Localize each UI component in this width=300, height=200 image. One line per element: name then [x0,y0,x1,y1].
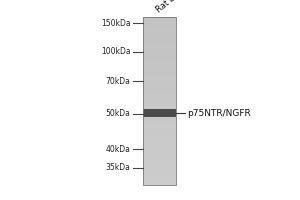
FancyBboxPatch shape [142,105,176,107]
FancyBboxPatch shape [142,86,176,88]
FancyBboxPatch shape [142,46,176,48]
FancyBboxPatch shape [142,128,176,130]
FancyBboxPatch shape [142,155,176,158]
FancyBboxPatch shape [142,130,176,132]
FancyBboxPatch shape [142,180,176,183]
FancyBboxPatch shape [142,78,176,80]
FancyBboxPatch shape [142,174,176,177]
Bar [142,109,176,117]
FancyBboxPatch shape [142,40,176,42]
FancyBboxPatch shape [142,17,176,19]
FancyBboxPatch shape [142,134,176,137]
FancyBboxPatch shape [142,101,176,103]
FancyBboxPatch shape [142,178,176,181]
FancyBboxPatch shape [142,38,176,40]
FancyBboxPatch shape [142,56,176,59]
FancyBboxPatch shape [142,172,176,174]
FancyBboxPatch shape [142,21,176,23]
FancyBboxPatch shape [142,92,176,95]
FancyBboxPatch shape [142,166,176,168]
FancyBboxPatch shape [142,33,176,36]
FancyBboxPatch shape [142,23,176,25]
FancyBboxPatch shape [142,138,176,141]
Text: 40kDa: 40kDa [106,144,130,154]
FancyBboxPatch shape [142,113,176,116]
Text: p75NTR/NGFR: p75NTR/NGFR [188,108,251,117]
FancyBboxPatch shape [142,162,176,164]
FancyBboxPatch shape [142,147,176,149]
FancyBboxPatch shape [142,69,176,72]
FancyBboxPatch shape [142,31,176,34]
FancyBboxPatch shape [142,136,176,139]
FancyBboxPatch shape [142,52,176,55]
FancyBboxPatch shape [142,65,176,67]
FancyBboxPatch shape [142,96,176,99]
FancyBboxPatch shape [142,119,176,122]
FancyBboxPatch shape [142,107,176,109]
FancyBboxPatch shape [142,54,176,57]
Text: 35kDa: 35kDa [106,164,130,172]
FancyBboxPatch shape [142,48,176,51]
FancyBboxPatch shape [142,27,176,30]
Text: Rat brain: Rat brain [155,0,190,15]
FancyBboxPatch shape [142,149,176,151]
FancyBboxPatch shape [142,132,176,135]
FancyBboxPatch shape [142,44,176,46]
FancyBboxPatch shape [142,115,176,118]
FancyBboxPatch shape [142,67,176,70]
FancyBboxPatch shape [142,80,176,82]
FancyBboxPatch shape [142,103,176,105]
FancyBboxPatch shape [142,176,176,179]
FancyBboxPatch shape [142,36,176,38]
Text: 100kDa: 100kDa [101,47,130,56]
FancyBboxPatch shape [142,90,176,93]
FancyBboxPatch shape [142,94,176,97]
FancyBboxPatch shape [142,157,176,160]
FancyBboxPatch shape [142,143,176,145]
FancyBboxPatch shape [142,99,176,101]
FancyBboxPatch shape [142,140,176,143]
FancyBboxPatch shape [142,73,176,76]
FancyBboxPatch shape [142,61,176,63]
FancyBboxPatch shape [142,153,176,156]
FancyBboxPatch shape [142,63,176,65]
FancyBboxPatch shape [142,88,176,90]
Text: 70kDa: 70kDa [106,76,130,86]
FancyBboxPatch shape [142,159,176,162]
FancyBboxPatch shape [142,117,176,120]
FancyBboxPatch shape [142,182,176,185]
FancyBboxPatch shape [142,75,176,78]
FancyBboxPatch shape [142,71,176,74]
FancyBboxPatch shape [142,59,176,61]
Bar [142,17,176,185]
FancyBboxPatch shape [142,109,176,111]
FancyBboxPatch shape [142,50,176,53]
FancyBboxPatch shape [142,126,176,128]
FancyBboxPatch shape [142,19,176,21]
FancyBboxPatch shape [142,25,176,27]
FancyBboxPatch shape [142,111,176,114]
FancyBboxPatch shape [142,168,176,170]
FancyBboxPatch shape [142,151,176,154]
FancyBboxPatch shape [142,122,176,124]
FancyBboxPatch shape [142,29,176,32]
FancyBboxPatch shape [142,170,176,172]
FancyBboxPatch shape [142,42,176,44]
Text: 50kDa: 50kDa [106,110,130,118]
FancyBboxPatch shape [142,164,176,166]
FancyBboxPatch shape [142,84,176,86]
Text: 150kDa: 150kDa [101,19,130,27]
FancyBboxPatch shape [142,124,176,126]
FancyBboxPatch shape [142,82,176,84]
FancyBboxPatch shape [142,145,176,147]
